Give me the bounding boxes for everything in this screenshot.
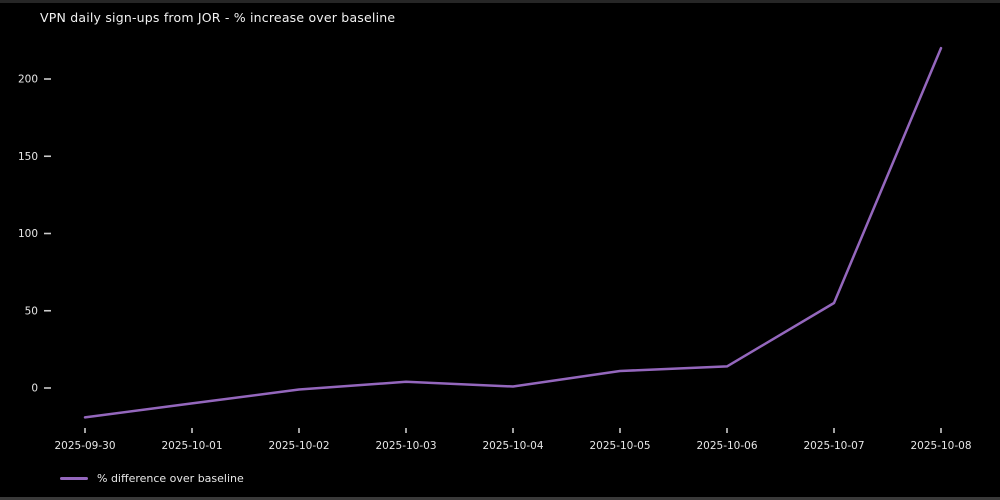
x-tick-label: 2025-10-02 bbox=[268, 440, 329, 452]
x-tick-label: 2025-09-30 bbox=[54, 440, 115, 452]
chart-title: VPN daily sign-ups from JOR - % increase… bbox=[40, 10, 396, 25]
window-edge-bottom bbox=[0, 497, 1000, 500]
x-tick-label: 2025-10-06 bbox=[696, 440, 757, 452]
legend: % difference over baseline bbox=[60, 472, 244, 485]
x-tick-label: 2025-10-05 bbox=[589, 440, 650, 452]
legend-swatch bbox=[60, 477, 88, 480]
x-tick-label: 2025-10-01 bbox=[161, 440, 222, 452]
x-tick-label: 2025-10-04 bbox=[482, 440, 543, 452]
y-tick-label: 150 bbox=[18, 151, 38, 163]
y-tick-label: 0 bbox=[31, 383, 38, 395]
x-tick-label: 2025-10-07 bbox=[803, 440, 864, 452]
y-tick-label: 200 bbox=[18, 74, 38, 86]
x-tick-label: 2025-10-03 bbox=[375, 440, 436, 452]
data-line bbox=[83, 46, 943, 419]
x-tick-label: 2025-10-08 bbox=[910, 440, 971, 452]
window-edge-top bbox=[0, 0, 1000, 3]
legend-label: % difference over baseline bbox=[97, 472, 244, 485]
y-tick-label: 100 bbox=[18, 228, 38, 240]
y-tick-label: 50 bbox=[25, 305, 38, 317]
